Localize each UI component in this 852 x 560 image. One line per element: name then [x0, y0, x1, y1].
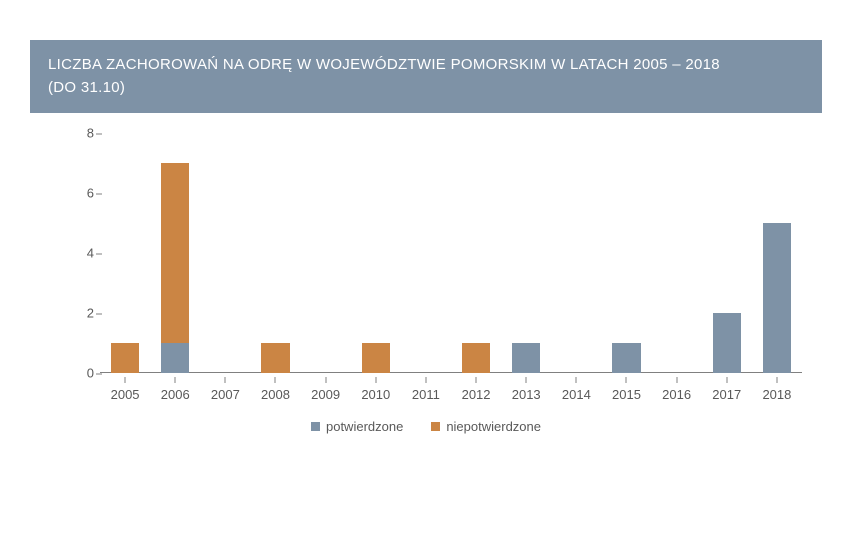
chart-title-line2: (DO 31.10)	[48, 77, 804, 100]
bar-column	[401, 133, 451, 373]
x-tick-label: 2014	[551, 377, 601, 413]
bar-column	[551, 133, 601, 373]
bar	[261, 343, 289, 373]
bar-segment	[111, 343, 139, 373]
bar-column	[100, 133, 150, 373]
bar-segment	[161, 163, 189, 343]
bar-segment	[512, 343, 540, 373]
bar	[512, 343, 540, 373]
x-tick-label: 2007	[200, 377, 250, 413]
bar-segment	[612, 343, 640, 373]
x-tick-label: 2017	[702, 377, 752, 413]
bar	[462, 343, 490, 373]
y-tick-label: 4	[60, 246, 94, 261]
legend-swatch-0	[311, 422, 320, 431]
x-tick-label: 2008	[250, 377, 300, 413]
x-labels: 2005200620072008200920102011201220132014…	[100, 377, 802, 413]
x-tick-label: 2009	[301, 377, 351, 413]
bar	[362, 343, 390, 373]
bar	[111, 343, 139, 373]
bar-segment	[763, 223, 791, 373]
x-tick-label: 2006	[150, 377, 200, 413]
chart-title-banner: LICZBA ZACHOROWAŃ NA ODRĘ W WOJEWÓDZTWIE…	[30, 40, 822, 113]
legend: potwierdzone niepotwierdzone	[0, 419, 852, 434]
bar	[612, 343, 640, 373]
plot-area: 02468	[100, 133, 802, 373]
chart-title-line1: LICZBA ZACHOROWAŃ NA ODRĘ W WOJEWÓDZTWIE…	[48, 54, 804, 77]
legend-item-0: potwierdzone	[311, 419, 403, 434]
bar	[161, 163, 189, 373]
bar-column	[351, 133, 401, 373]
x-tick-label: 2012	[451, 377, 501, 413]
bar	[763, 223, 791, 373]
x-tick-label: 2011	[401, 377, 451, 413]
bar-columns	[100, 133, 802, 373]
bar-column	[652, 133, 702, 373]
bar-segment	[161, 343, 189, 373]
bar-column	[150, 133, 200, 373]
legend-swatch-1	[431, 422, 440, 431]
x-tick-label: 2013	[501, 377, 551, 413]
bar-column	[702, 133, 752, 373]
x-tick-label: 2018	[752, 377, 802, 413]
legend-label-1: niepotwierdzone	[446, 419, 541, 434]
bar	[713, 313, 741, 373]
y-tick-label: 6	[60, 186, 94, 201]
legend-label-0: potwierdzone	[326, 419, 403, 434]
bar-column	[601, 133, 651, 373]
bar-column	[752, 133, 802, 373]
bar-column	[200, 133, 250, 373]
x-tick-label: 2015	[601, 377, 651, 413]
bar-segment	[713, 313, 741, 373]
x-tick-label: 2016	[652, 377, 702, 413]
bar-segment	[261, 343, 289, 373]
legend-item-1: niepotwierdzone	[431, 419, 541, 434]
bar-column	[250, 133, 300, 373]
chart-area: 02468 2005200620072008200920102011201220…	[60, 133, 822, 413]
y-tick-label: 2	[60, 306, 94, 321]
bar-column	[501, 133, 551, 373]
bar-segment	[462, 343, 490, 373]
x-tick-label: 2005	[100, 377, 150, 413]
bar-segment	[362, 343, 390, 373]
bar-column	[301, 133, 351, 373]
x-tick-label: 2010	[351, 377, 401, 413]
y-tick-label: 0	[60, 366, 94, 381]
y-tick-label: 8	[60, 126, 94, 141]
bar-column	[451, 133, 501, 373]
